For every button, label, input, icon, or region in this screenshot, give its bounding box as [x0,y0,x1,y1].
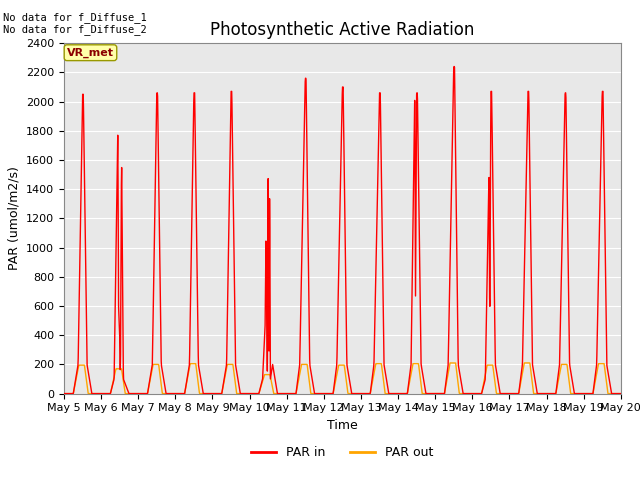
Text: VR_met: VR_met [67,48,114,58]
Text: No data for f_Diffuse_1
No data for f_Diffuse_2: No data for f_Diffuse_1 No data for f_Di… [3,12,147,36]
Y-axis label: PAR (umol/m2/s): PAR (umol/m2/s) [8,167,20,270]
Legend: PAR in, PAR out: PAR in, PAR out [246,442,439,465]
Title: Photosynthetic Active Radiation: Photosynthetic Active Radiation [210,21,475,39]
X-axis label: Time: Time [327,419,358,432]
